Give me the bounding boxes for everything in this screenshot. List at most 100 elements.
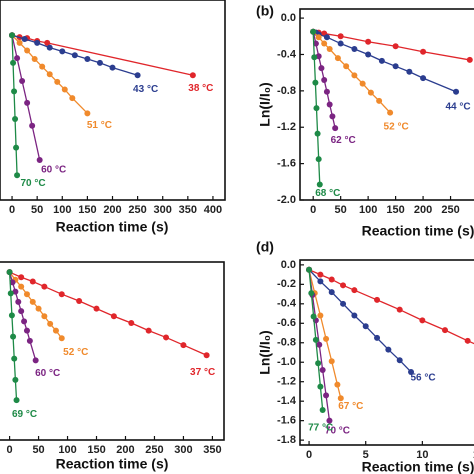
data-point: [323, 34, 330, 41]
x-axis-title: Reaction time (s): [362, 223, 474, 239]
data-point: [59, 48, 66, 55]
series-label: 67 °C: [338, 401, 363, 412]
data-point: [311, 54, 318, 61]
y-tick-label: -1.6: [277, 415, 296, 427]
data-point: [34, 39, 41, 46]
series-label: 56 °C: [410, 373, 435, 384]
x-tick-label: 300: [154, 204, 172, 216]
plot-frame: [0, 261, 225, 441]
x-tick-label: 0: [9, 204, 15, 216]
x-tick-label: 150: [87, 444, 105, 456]
plot-area: [6, 269, 210, 404]
data-point: [334, 381, 341, 388]
x-tick-label: 200: [116, 444, 134, 456]
data-point: [41, 313, 48, 320]
data-point: [328, 276, 335, 283]
y-tick-label: -0.6: [277, 317, 296, 329]
data-point: [385, 346, 392, 353]
y-tick-label: -1.8: [277, 434, 296, 446]
x-tick-label: 250: [128, 204, 146, 216]
data-point: [46, 44, 53, 51]
data-point: [315, 360, 322, 367]
data-point: [23, 291, 30, 298]
plot-area: [310, 28, 473, 188]
data-point: [315, 34, 322, 41]
plot-frame: [0, 0, 226, 201]
data-point: [319, 406, 326, 413]
y-axis-title: Ln(I/I₀): [257, 82, 273, 126]
series-label: 77 °C: [308, 423, 333, 434]
data-point: [14, 172, 21, 179]
data-point: [310, 313, 317, 320]
data-point: [11, 88, 18, 95]
data-point: [29, 298, 36, 305]
x-tick-label: 250: [145, 444, 163, 456]
data-point: [10, 59, 17, 66]
data-point: [32, 357, 39, 364]
data-point: [21, 36, 28, 43]
data-point: [12, 376, 19, 383]
series-label: 62 °C: [331, 135, 356, 146]
data-point: [44, 39, 51, 46]
data-point: [365, 51, 372, 58]
series-label: 70 °C: [21, 178, 46, 189]
data-point: [337, 395, 344, 402]
data-point: [47, 320, 54, 327]
data-point: [406, 68, 413, 75]
data-point: [365, 38, 372, 45]
data-point: [14, 55, 21, 62]
data-point: [367, 89, 374, 96]
x-tick-label: 350: [179, 204, 197, 216]
data-point: [351, 287, 358, 294]
data-point: [18, 308, 25, 315]
data-point: [8, 312, 15, 319]
data-point: [319, 367, 326, 374]
data-point: [93, 305, 100, 312]
data-point: [317, 271, 324, 278]
data-point: [18, 283, 25, 290]
data-point: [36, 157, 43, 163]
data-point: [392, 43, 399, 50]
data-point: [35, 305, 42, 312]
data-point: [58, 335, 65, 342]
x-tick-label: 150: [386, 204, 404, 216]
series-line: [9, 271, 207, 356]
data-point: [58, 291, 65, 298]
series-label: 70 °C: [325, 425, 350, 436]
data-point: [11, 355, 18, 362]
data-point: [24, 99, 31, 106]
data-point: [180, 342, 187, 349]
x-tick-label: 350: [203, 444, 221, 456]
data-point: [316, 181, 323, 188]
plot-area: [306, 266, 474, 424]
data-point: [323, 392, 330, 399]
x-axis-title: Reaction time (s): [362, 459, 474, 474]
data-point: [312, 79, 319, 86]
data-point: [326, 101, 333, 108]
x-tick-label: 100: [359, 204, 377, 216]
data-point: [442, 327, 449, 334]
data-point: [16, 39, 23, 46]
y-axis-title: Ln(I/I₀): [257, 330, 273, 374]
data-point: [109, 64, 116, 71]
data-point: [12, 116, 19, 123]
data-point: [343, 63, 350, 70]
data-point: [306, 266, 313, 273]
data-point: [321, 40, 328, 47]
x-tick-label: 10: [416, 449, 428, 461]
data-point: [29, 278, 36, 285]
data-point: [340, 282, 347, 289]
data-point: [310, 28, 317, 35]
data-point: [76, 297, 83, 304]
series-label: 52 °C: [384, 121, 409, 132]
data-point: [312, 336, 319, 343]
data-point: [337, 33, 344, 40]
plot-frame: [299, 8, 474, 201]
data-point: [71, 52, 78, 59]
x-tick-label: 50: [31, 204, 43, 216]
data-point: [189, 72, 196, 79]
data-point: [328, 289, 335, 296]
panel-label: (d): [256, 239, 274, 255]
series-label: 68 °C: [315, 188, 340, 199]
series-label: 43 °C: [133, 84, 158, 95]
